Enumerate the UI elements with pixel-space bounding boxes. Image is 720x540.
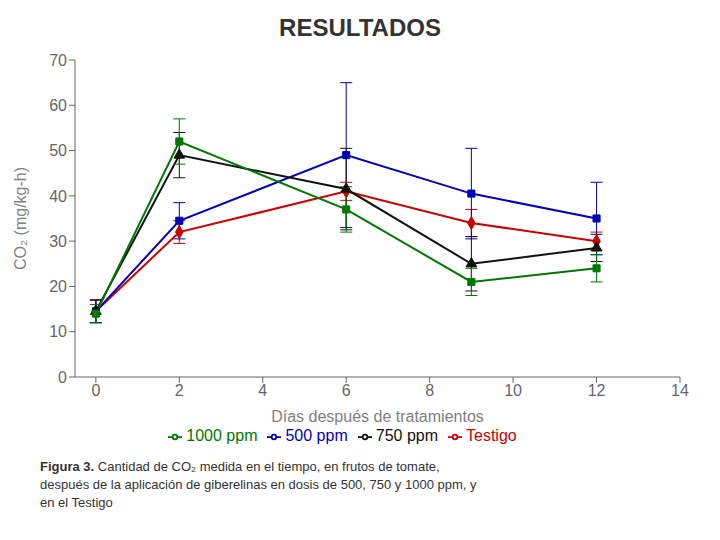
html-text:Figura 3. Cantidad de CO₂ medi: Figura 3. Cantidad de CO₂ medida en el t… (40, 459, 440, 474)
svg-text:10: 10 (504, 382, 522, 399)
svg-text:Días después de tratamientos: Días después de tratamientos (271, 408, 484, 425)
svg-text:14: 14 (671, 382, 689, 399)
svg-text:60: 60 (49, 97, 67, 114)
svg-text:20: 20 (49, 278, 67, 295)
html-text:1000 ppm: 1000 ppm (186, 427, 258, 444)
svg-text:70: 70 (49, 52, 67, 69)
svg-text:50: 50 (49, 142, 67, 159)
html-text:en el Testigo: en el Testigo (40, 495, 113, 510)
html-text:Testigo: Testigo (466, 427, 517, 444)
svg-text:4: 4 (258, 382, 267, 399)
html-text:RESULTADOS: RESULTADOS (279, 14, 441, 41)
svg-text:8: 8 (425, 382, 434, 399)
svg-text:CO₂ (mg/kg-h): CO₂ (mg/kg-h) (12, 167, 29, 270)
html-text:después de la aplicación de gi: después de la aplicación de giberelinas … (40, 477, 477, 492)
svg-text:0: 0 (58, 369, 67, 386)
svg-text:10: 10 (49, 323, 67, 340)
svg-text:30: 30 (49, 233, 67, 250)
svg-text:0: 0 (91, 382, 100, 399)
svg-text:2: 2 (175, 382, 184, 399)
svg-text:6: 6 (342, 382, 351, 399)
html-text:500 ppm: 500 ppm (285, 427, 348, 444)
html-text:750 ppm: 750 ppm (375, 427, 438, 444)
svg-text:40: 40 (49, 188, 67, 205)
svg-text:12: 12 (588, 382, 606, 399)
